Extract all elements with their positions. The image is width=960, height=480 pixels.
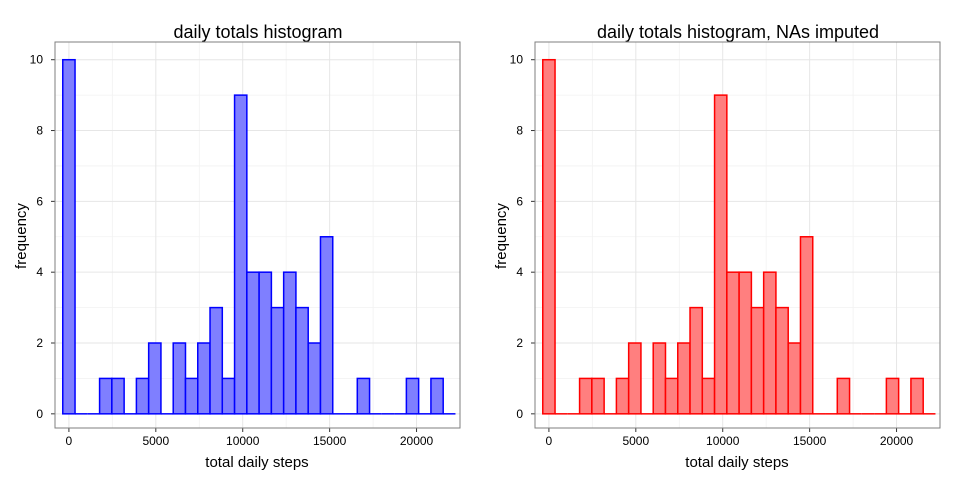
chart-title: daily totals histogram bbox=[173, 22, 342, 42]
histogram-bar bbox=[246, 271, 260, 415]
histogram-bar bbox=[319, 236, 334, 415]
histogram-bar bbox=[135, 377, 150, 415]
histogram-bar bbox=[713, 94, 728, 415]
histogram-bar bbox=[307, 342, 322, 415]
y-tick-label: 10 bbox=[30, 53, 44, 67]
histogram-bar bbox=[258, 271, 273, 415]
histogram-bar bbox=[270, 306, 285, 415]
x-tick-label: 15000 bbox=[793, 434, 827, 448]
histogram-bar bbox=[147, 342, 162, 415]
y-tick-label: 0 bbox=[36, 407, 43, 421]
histogram-bar bbox=[209, 306, 224, 415]
x-tick-label: 0 bbox=[546, 434, 553, 448]
histogram-bar bbox=[172, 342, 187, 415]
x-axis-label: total daily steps bbox=[685, 454, 788, 471]
histogram-bar bbox=[295, 306, 309, 415]
histogram-bar bbox=[184, 377, 199, 415]
x-tick-label: 10000 bbox=[706, 434, 740, 448]
histogram-bar bbox=[197, 342, 211, 415]
x-tick-label: 5000 bbox=[622, 434, 649, 448]
panel-daily-totals: daily totals histogram total daily steps… bbox=[13, 22, 461, 471]
histogram-bar bbox=[677, 342, 691, 415]
histogram-bar bbox=[910, 377, 924, 415]
histogram-bar bbox=[578, 377, 593, 415]
x-tick-label: 20000 bbox=[880, 434, 914, 448]
histogram-bar bbox=[738, 271, 753, 415]
histogram-bar bbox=[221, 377, 236, 415]
histogram-bar bbox=[762, 271, 777, 415]
plot-border bbox=[534, 41, 941, 429]
plot-area: 0 5000 10000 15000 20000 0 2 4 6 8 10 bbox=[30, 41, 461, 448]
chart-title: daily totals histogram, NAs imputed bbox=[597, 22, 879, 42]
y-tick-label: 4 bbox=[36, 265, 43, 279]
histogram-bar bbox=[591, 377, 605, 415]
histogram-bar bbox=[799, 236, 814, 415]
y-tick-label: 6 bbox=[36, 194, 43, 208]
y-axis-label: frequency bbox=[13, 203, 30, 269]
y-tick-label: 2 bbox=[36, 336, 43, 350]
x-axis-label: total daily steps bbox=[205, 454, 308, 471]
panel-daily-totals-imputed: daily totals histogram, NAs imputed tota… bbox=[493, 22, 941, 471]
histogram-bar bbox=[836, 377, 851, 415]
histogram-bar bbox=[701, 377, 716, 415]
x-tick-label: 0 bbox=[66, 434, 73, 448]
x-tick-label: 5000 bbox=[142, 434, 169, 448]
y-tick-label: 4 bbox=[516, 265, 523, 279]
y-axis-label: frequency bbox=[493, 203, 510, 269]
histogram-bar bbox=[689, 306, 704, 415]
y-tick-label: 8 bbox=[516, 124, 523, 138]
y-tick-label: 2 bbox=[516, 336, 523, 350]
y-tick-label: 8 bbox=[36, 124, 43, 138]
histogram-bar bbox=[430, 377, 444, 415]
x-tick-label: 20000 bbox=[400, 434, 434, 448]
histogram-bar bbox=[615, 377, 630, 415]
histogram-bar bbox=[98, 377, 113, 415]
y-tick-label: 6 bbox=[516, 194, 523, 208]
histogram-bar bbox=[652, 342, 667, 415]
histogram-bar bbox=[664, 377, 679, 415]
histogram-bar bbox=[750, 306, 765, 415]
histogram-bar bbox=[282, 271, 297, 415]
histogram-bar bbox=[111, 377, 125, 415]
y-tick-label: 0 bbox=[516, 407, 523, 421]
histogram-bar bbox=[885, 377, 900, 415]
plot-border bbox=[54, 41, 461, 429]
x-tick-label: 15000 bbox=[313, 434, 347, 448]
histogram-bar bbox=[787, 342, 802, 415]
plot-area: 0 5000 10000 15000 20000 0 2 4 6 8 10 bbox=[510, 41, 941, 448]
histogram-bar bbox=[542, 58, 556, 415]
histogram-bar bbox=[62, 58, 76, 415]
histogram-bar bbox=[233, 94, 248, 415]
y-tick-label: 10 bbox=[510, 53, 524, 67]
histogram-bar bbox=[726, 271, 740, 415]
histogram-bar bbox=[775, 306, 789, 415]
histogram-bar bbox=[405, 377, 420, 415]
histogram-bar bbox=[627, 342, 642, 415]
x-tick-label: 10000 bbox=[226, 434, 260, 448]
histogram-bar bbox=[356, 377, 371, 415]
